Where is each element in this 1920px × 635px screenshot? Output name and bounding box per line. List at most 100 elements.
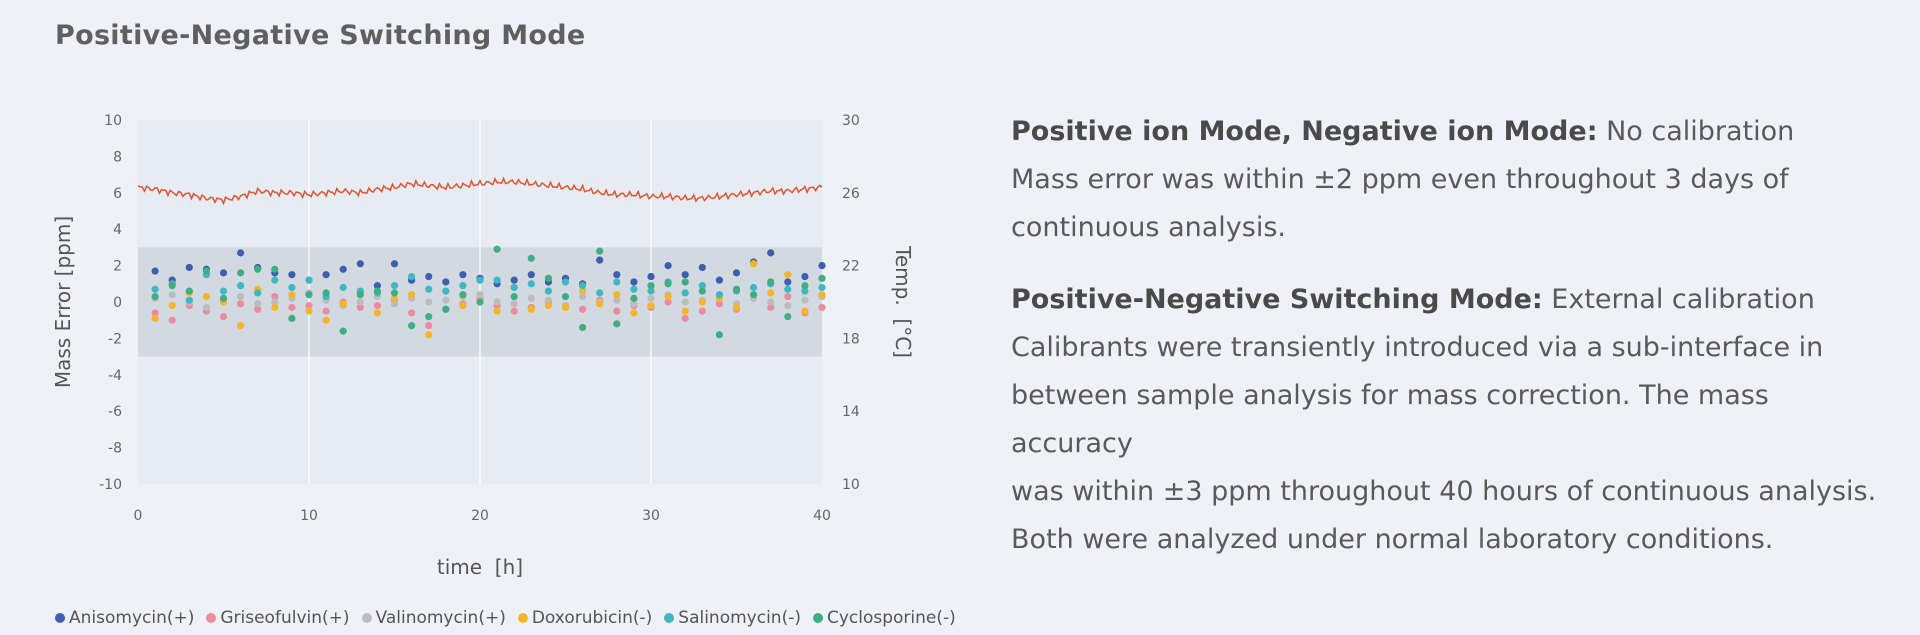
data-point-anisomycin bbox=[356, 260, 364, 268]
data-point-anisomycin bbox=[459, 271, 467, 279]
y2-tick-label: 26 bbox=[842, 186, 860, 202]
y2-tick-label: 22 bbox=[842, 259, 860, 275]
data-point-doxorubicin bbox=[698, 298, 706, 306]
data-point-cyclosporine bbox=[630, 294, 638, 302]
data-point-doxorubicin bbox=[305, 307, 313, 315]
data-point-salinomycin bbox=[305, 276, 313, 284]
y2-tick-label: 30 bbox=[842, 113, 860, 129]
data-point-valinomycin bbox=[544, 296, 553, 304]
data-point-cyclosporine bbox=[801, 282, 809, 290]
y-tick-label: -8 bbox=[108, 441, 122, 457]
data-point-salinomycin bbox=[544, 287, 553, 295]
legend-label-griseofulvin: Griseofulvin(+) bbox=[220, 608, 350, 628]
description-text-1c: continuous analysis. bbox=[1011, 212, 1286, 243]
data-point-doxorubicin bbox=[493, 307, 501, 315]
data-point-salinomycin bbox=[579, 282, 587, 290]
y-tick-label: 0 bbox=[113, 295, 122, 311]
data-point-anisomycin bbox=[630, 278, 638, 286]
data-point-valinomycin bbox=[202, 303, 210, 312]
description-paragraph-2: Positive-Negative Switching Mode: Extern… bbox=[1011, 276, 1891, 564]
data-point-doxorubicin bbox=[390, 294, 399, 302]
data-point-valinomycin bbox=[271, 298, 279, 306]
data-point-salinomycin bbox=[630, 285, 638, 293]
data-point-cyclosporine bbox=[647, 282, 655, 290]
data-point-anisomycin bbox=[681, 271, 689, 279]
data-point-anisomycin bbox=[185, 263, 193, 272]
description-heading-2: Positive-Negative Switching Mode: bbox=[1011, 284, 1543, 315]
data-point-salinomycin bbox=[288, 283, 296, 292]
data-point-valinomycin bbox=[476, 291, 484, 299]
data-point-cyclosporine bbox=[322, 289, 330, 297]
data-point-cyclosporine bbox=[476, 298, 484, 306]
data-point-salinomycin bbox=[818, 283, 826, 292]
data-point-valinomycin bbox=[425, 298, 433, 306]
description-text-2d: was within ±3 ppm throughout 40 hours of… bbox=[1011, 476, 1877, 507]
data-point-salinomycin bbox=[254, 289, 262, 297]
data-point-griseofulvin bbox=[151, 309, 159, 317]
data-point-cyclosporine bbox=[784, 312, 792, 321]
data-point-griseofulvin bbox=[818, 303, 826, 312]
y-tick-label: 10 bbox=[104, 113, 122, 129]
legend-item-doxorubicin: Doxorubicin(-) bbox=[517, 608, 653, 628]
data-point-cyclosporine bbox=[493, 245, 501, 253]
data-point-doxorubicin bbox=[613, 291, 621, 299]
data-point-cyclosporine bbox=[271, 265, 279, 273]
data-point-salinomycin bbox=[613, 278, 621, 286]
data-point-anisomycin bbox=[339, 265, 347, 273]
data-point-valinomycin bbox=[630, 300, 638, 308]
data-point-salinomycin bbox=[339, 283, 347, 292]
data-point-griseofulvin bbox=[322, 307, 330, 315]
x-axis-label: time [h] bbox=[437, 555, 523, 579]
data-point-doxorubicin bbox=[151, 314, 159, 322]
data-point-valinomycin bbox=[579, 292, 587, 301]
legend-label-salinomycin: Salinomycin(-) bbox=[678, 608, 801, 628]
data-point-griseofulvin bbox=[271, 292, 279, 301]
data-point-valinomycin bbox=[237, 292, 245, 301]
data-point-salinomycin bbox=[561, 278, 570, 286]
y2-tick-label: 18 bbox=[842, 331, 860, 347]
data-point-anisomycin bbox=[390, 260, 399, 268]
data-point-salinomycin bbox=[647, 287, 655, 295]
data-point-doxorubicin bbox=[750, 260, 758, 268]
data-point-salinomycin bbox=[442, 287, 450, 295]
data-point-cyclosporine bbox=[698, 287, 706, 295]
y-tick-label: 2 bbox=[113, 259, 122, 275]
data-point-anisomycin bbox=[322, 271, 330, 279]
data-point-cyclosporine bbox=[219, 294, 228, 302]
legend-label-doxorubicin: Doxorubicin(-) bbox=[531, 608, 653, 628]
data-point-doxorubicin bbox=[425, 331, 433, 339]
data-point-doxorubicin bbox=[561, 303, 570, 312]
data-point-doxorubicin bbox=[801, 307, 809, 315]
y2-axis-label: Temp. [°C] bbox=[891, 245, 915, 358]
legend-label-valinomycin: Valinomycin(+) bbox=[375, 608, 506, 628]
data-point-valinomycin bbox=[254, 300, 262, 308]
data-point-valinomycin bbox=[390, 300, 399, 308]
data-point-cyclosporine bbox=[544, 274, 553, 282]
data-point-anisomycin bbox=[664, 262, 672, 270]
legend-item-salinomycin: Salinomycin(-) bbox=[664, 608, 801, 628]
data-point-anisomycin bbox=[237, 249, 245, 257]
data-point-cyclosporine bbox=[442, 305, 450, 313]
data-point-doxorubicin bbox=[237, 322, 245, 330]
data-point-doxorubicin bbox=[630, 309, 638, 317]
data-point-cyclosporine bbox=[408, 322, 416, 330]
legend-item-griseofulvin: Griseofulvin(+) bbox=[206, 608, 350, 628]
data-point-cyclosporine bbox=[579, 323, 587, 332]
data-point-anisomycin bbox=[510, 276, 518, 284]
data-point-doxorubicin bbox=[818, 291, 826, 299]
legend-item-anisomycin: Anisomycin(+) bbox=[55, 608, 194, 628]
data-point-cyclosporine bbox=[818, 274, 826, 282]
data-point-salinomycin bbox=[219, 287, 228, 295]
data-point-cyclosporine bbox=[732, 285, 741, 293]
data-point-valinomycin bbox=[527, 294, 535, 302]
data-point-valinomycin bbox=[442, 296, 450, 304]
data-point-valinomycin bbox=[356, 298, 364, 306]
data-point-anisomycin bbox=[613, 271, 621, 279]
data-point-griseofulvin bbox=[305, 302, 313, 310]
data-point-cyclosporine bbox=[459, 291, 467, 299]
data-point-cyclosporine bbox=[168, 282, 176, 290]
data-point-anisomycin bbox=[818, 262, 826, 270]
data-point-doxorubicin bbox=[168, 302, 176, 310]
data-point-cyclosporine bbox=[288, 314, 296, 322]
data-point-doxorubicin bbox=[596, 300, 604, 308]
